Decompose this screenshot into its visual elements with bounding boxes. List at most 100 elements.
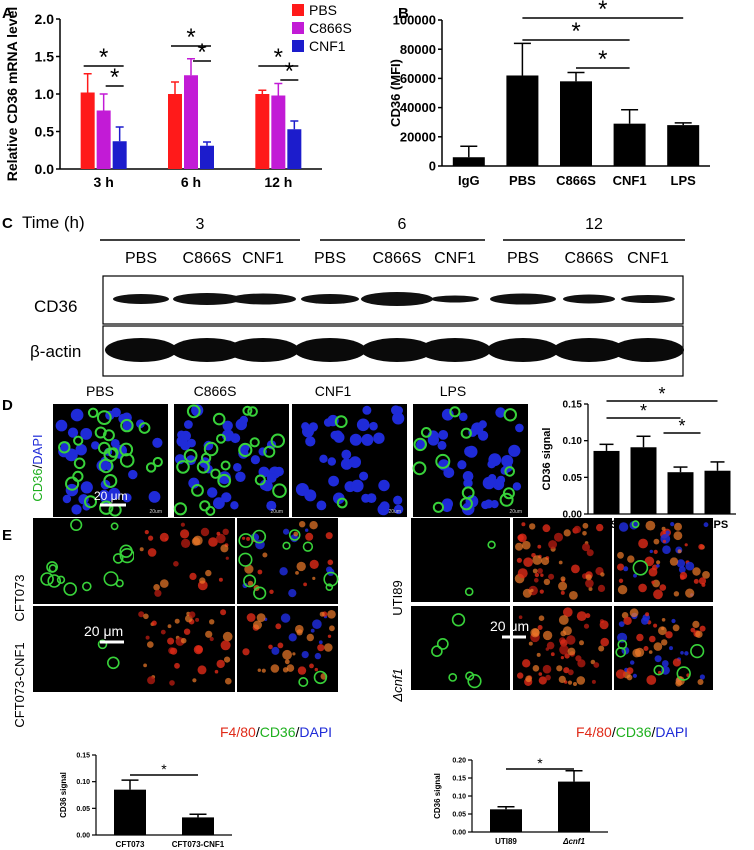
cell <box>538 676 547 685</box>
band-actin <box>171 338 243 362</box>
cell <box>481 500 490 510</box>
significance-star: * <box>678 416 685 436</box>
bar <box>271 95 286 169</box>
cell <box>692 567 701 576</box>
cell <box>432 501 444 513</box>
y-tick-label: 0.0 <box>35 161 55 177</box>
cell <box>517 534 524 541</box>
cell <box>329 625 335 632</box>
cell <box>532 568 538 574</box>
cell <box>316 500 327 511</box>
blot-lane-label: PBS <box>314 250 346 267</box>
bar <box>184 75 198 169</box>
cell <box>576 676 586 685</box>
cell <box>184 420 193 429</box>
cell <box>180 529 190 539</box>
cell <box>257 668 261 672</box>
cell <box>183 628 191 635</box>
cell <box>262 552 268 558</box>
cell <box>699 625 706 632</box>
band-cd36 <box>230 293 296 305</box>
cell <box>492 478 505 491</box>
significance-star: * <box>99 44 108 71</box>
bar <box>114 789 146 835</box>
cell <box>532 665 540 672</box>
y-tick-label: 100000 <box>393 13 436 28</box>
cell <box>661 618 666 622</box>
cell <box>630 660 635 665</box>
cell <box>670 522 675 527</box>
y-axis-label: CD36 signal <box>433 773 442 819</box>
cell <box>174 618 180 624</box>
bar <box>667 125 700 166</box>
cell <box>585 579 594 588</box>
cell <box>649 635 656 643</box>
panel-e-images: CFT073 CFT073-CNF1 UTI89 Δcnf1 20 μm 20 … <box>12 518 713 740</box>
cell <box>56 575 66 584</box>
cell <box>598 645 605 652</box>
band-actin <box>105 338 177 362</box>
cell <box>534 572 540 578</box>
cell <box>675 676 685 686</box>
cell <box>268 644 273 650</box>
cell <box>653 549 658 555</box>
cell <box>542 524 551 533</box>
micrograph-d-pbs: 20um <box>53 404 168 517</box>
cell <box>531 628 540 637</box>
cell <box>247 580 254 587</box>
cell <box>698 543 705 550</box>
cell <box>242 405 253 416</box>
cell <box>618 621 625 627</box>
cell <box>661 526 666 531</box>
cell <box>302 425 314 438</box>
cell <box>653 642 663 651</box>
cell <box>118 413 129 424</box>
x-category-label: LPS <box>671 173 697 188</box>
cell <box>147 641 154 648</box>
cell <box>192 678 197 683</box>
cell <box>502 487 515 500</box>
cell <box>328 475 339 487</box>
cell <box>252 529 267 544</box>
band-cd36 <box>361 292 433 306</box>
cell <box>222 631 233 642</box>
cell <box>242 648 250 656</box>
cell <box>312 619 322 629</box>
cell <box>151 620 157 626</box>
cell <box>222 528 229 535</box>
cell <box>138 422 151 434</box>
cell <box>393 495 403 505</box>
cell <box>188 611 196 618</box>
cell <box>318 640 323 645</box>
cell <box>558 581 568 591</box>
cell <box>247 406 258 417</box>
cell <box>160 629 166 635</box>
cell <box>512 482 522 491</box>
cell <box>702 571 710 579</box>
cell <box>283 528 290 535</box>
blot-bands <box>105 292 684 362</box>
cell <box>249 437 260 448</box>
legend-a: PBS C866S CNF1 <box>292 2 352 54</box>
cell <box>545 674 551 681</box>
cell <box>309 559 319 570</box>
scale-bar-label-e-right: 20 μm <box>490 618 529 634</box>
cell <box>115 579 124 588</box>
cell <box>564 653 570 659</box>
cell <box>654 655 662 663</box>
cell <box>304 489 317 502</box>
cell <box>199 500 211 512</box>
cell <box>373 432 385 444</box>
time-label-3: 3 <box>196 216 205 233</box>
cell <box>205 505 216 516</box>
time-label-6: 6 <box>398 216 407 233</box>
cell <box>75 444 87 456</box>
cell <box>658 670 662 675</box>
significance-star: * <box>537 755 543 771</box>
cell <box>646 675 657 685</box>
cell <box>515 542 523 551</box>
cell <box>55 419 68 432</box>
y-tick-label: 0.00 <box>563 510 583 521</box>
cell <box>148 535 154 541</box>
x-category-label: IgG <box>458 173 480 188</box>
